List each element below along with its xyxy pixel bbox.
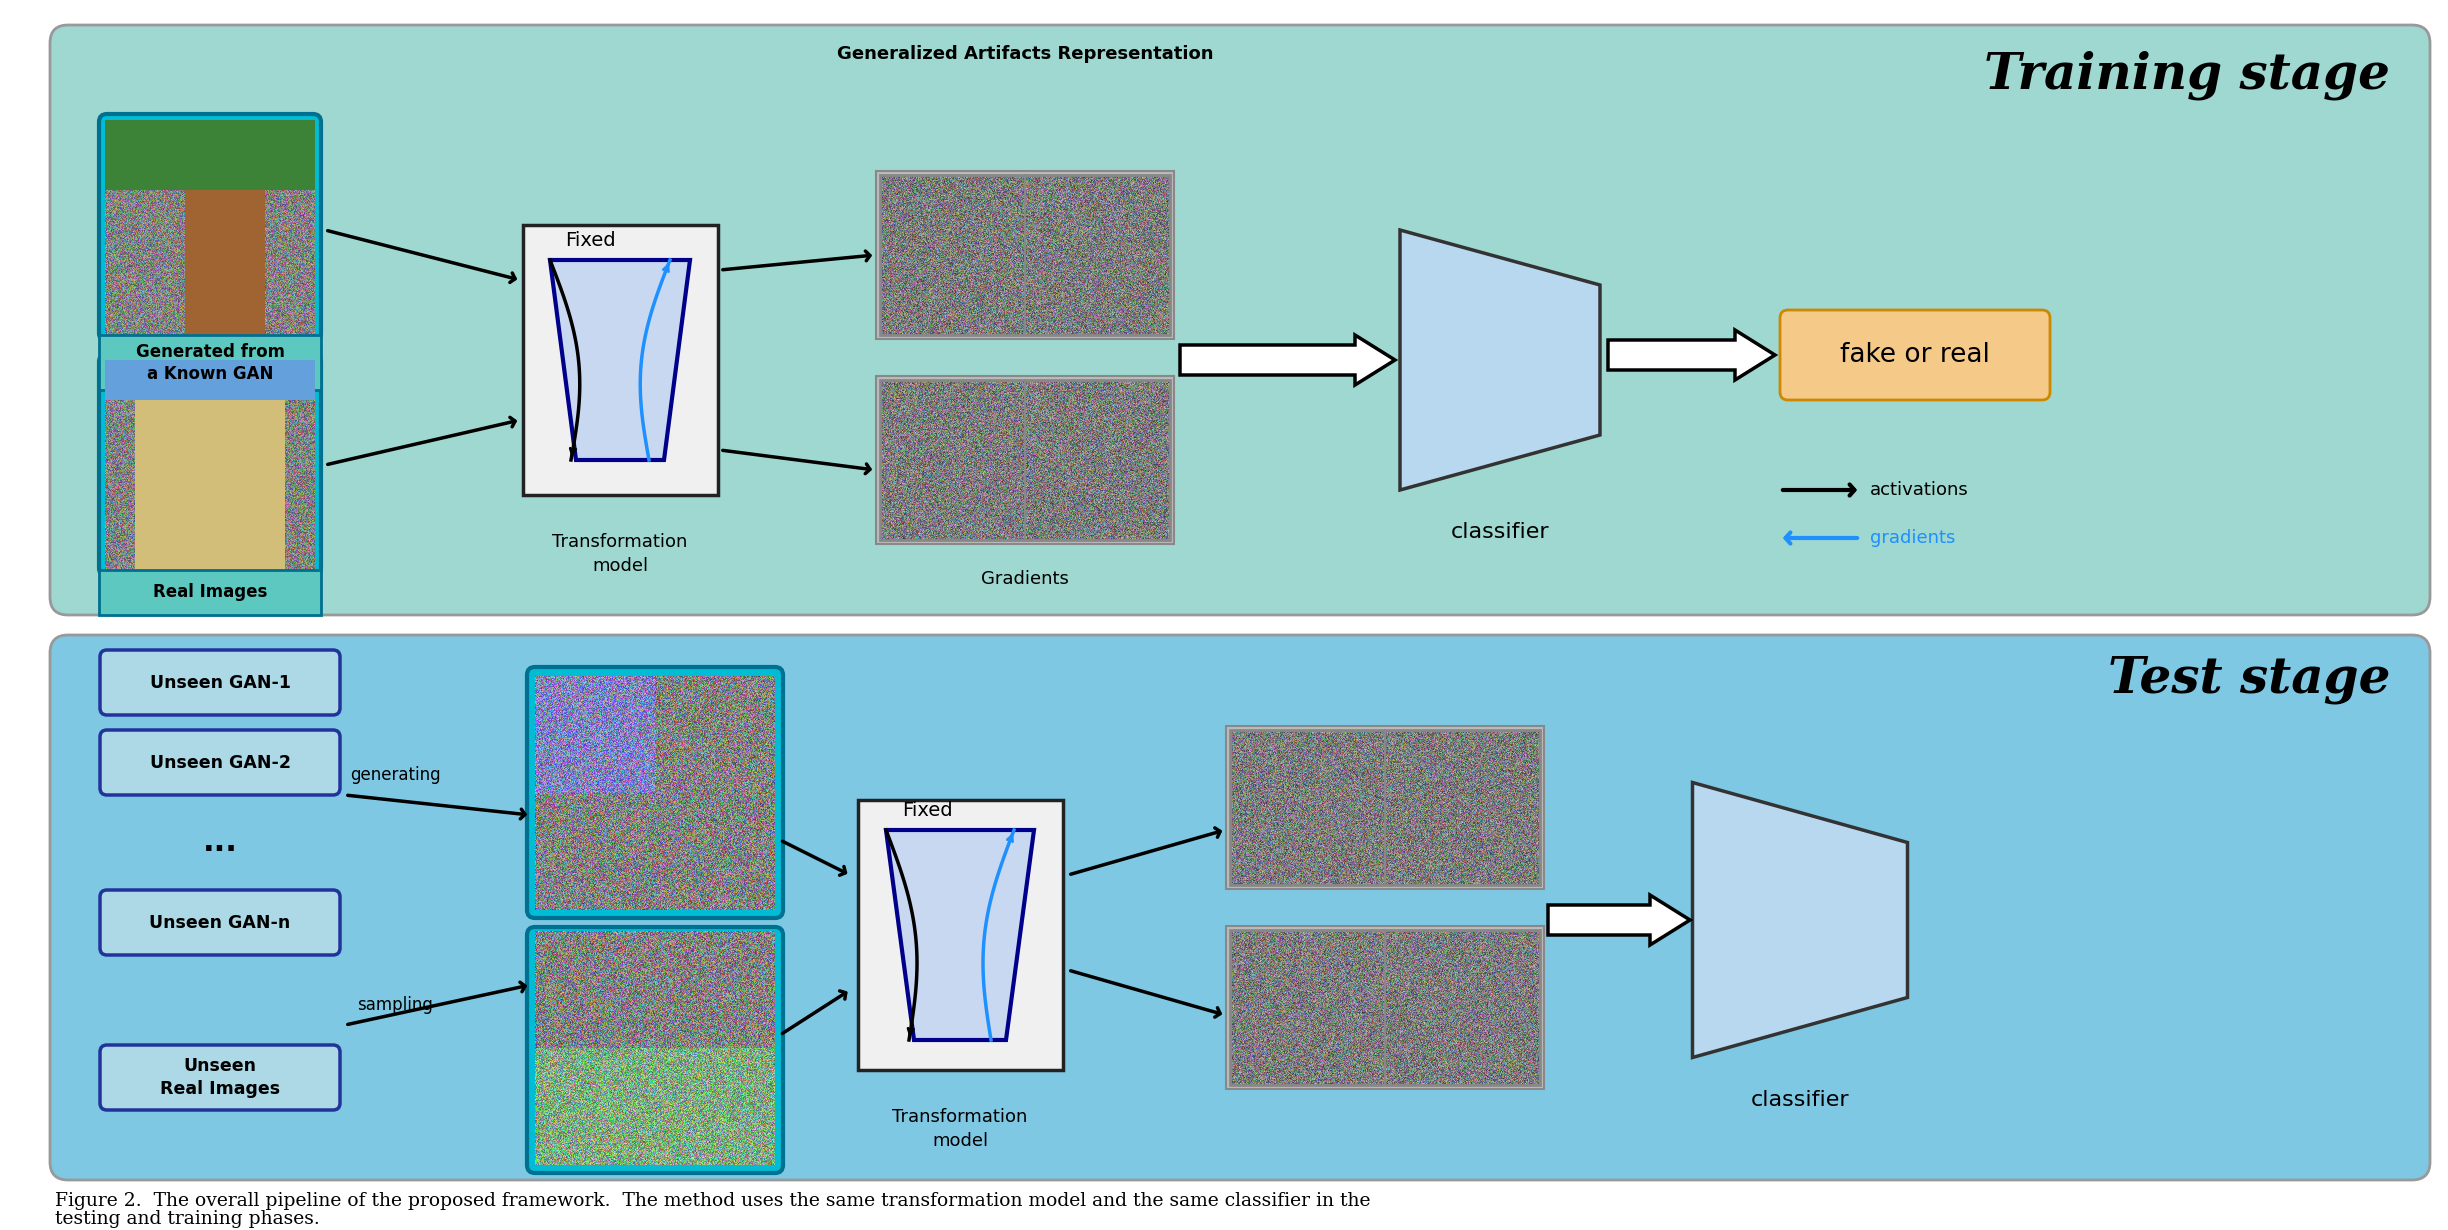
Text: Figure 2.  The overall pipeline of the proposed framework.  The method uses the : Figure 2. The overall pipeline of the pr… bbox=[54, 1192, 1371, 1210]
Polygon shape bbox=[1180, 335, 1395, 385]
Text: Generalized Artifacts Representation: Generalized Artifacts Representation bbox=[837, 46, 1214, 63]
Text: Fixed: Fixed bbox=[565, 231, 614, 250]
FancyBboxPatch shape bbox=[100, 891, 340, 954]
FancyBboxPatch shape bbox=[49, 635, 2431, 1180]
Text: gradients: gradients bbox=[1870, 529, 1956, 547]
Text: Transformation
model: Transformation model bbox=[894, 1108, 1028, 1150]
Text: Test stage: Test stage bbox=[2108, 656, 2389, 704]
Text: activations: activations bbox=[1870, 481, 1968, 499]
Text: Fixed: Fixed bbox=[901, 801, 952, 820]
Bar bbox=[876, 376, 1175, 544]
Text: Unseen
Real Images: Unseen Real Images bbox=[159, 1058, 279, 1097]
FancyBboxPatch shape bbox=[98, 114, 321, 341]
Bar bbox=[879, 175, 1170, 335]
Text: testing and training phases.: testing and training phases. bbox=[54, 1210, 321, 1228]
FancyBboxPatch shape bbox=[49, 25, 2431, 615]
Polygon shape bbox=[1608, 330, 1775, 380]
Text: Unseen GAN-2: Unseen GAN-2 bbox=[149, 754, 291, 771]
Polygon shape bbox=[1547, 895, 1689, 945]
Bar bbox=[1229, 729, 1540, 886]
Text: Transformation
model: Transformation model bbox=[553, 533, 688, 574]
Polygon shape bbox=[551, 260, 690, 460]
Bar bbox=[521, 225, 717, 494]
Bar bbox=[857, 800, 1062, 1070]
Bar bbox=[1229, 930, 1540, 1085]
Text: Real Images: Real Images bbox=[152, 583, 267, 601]
Text: sampling: sampling bbox=[357, 996, 433, 1014]
Polygon shape bbox=[886, 830, 1033, 1041]
Text: Training stage: Training stage bbox=[1983, 50, 2389, 100]
Text: fake or real: fake or real bbox=[1841, 342, 1990, 368]
Text: classifier: classifier bbox=[1452, 522, 1550, 542]
Text: generating: generating bbox=[350, 766, 441, 784]
Bar bbox=[879, 380, 1170, 540]
FancyBboxPatch shape bbox=[1780, 310, 2049, 400]
Bar bbox=[876, 171, 1175, 339]
FancyBboxPatch shape bbox=[526, 667, 783, 918]
FancyBboxPatch shape bbox=[100, 729, 340, 795]
Text: Unseen GAN-n: Unseen GAN-n bbox=[149, 914, 291, 931]
Text: classifier: classifier bbox=[1750, 1090, 1848, 1109]
FancyBboxPatch shape bbox=[98, 354, 321, 576]
Bar bbox=[98, 569, 321, 615]
Text: Unseen GAN-1: Unseen GAN-1 bbox=[149, 674, 291, 691]
FancyBboxPatch shape bbox=[100, 649, 340, 715]
Text: Generated from
a Known GAN: Generated from a Known GAN bbox=[135, 343, 284, 383]
Polygon shape bbox=[1692, 782, 1907, 1058]
Polygon shape bbox=[1400, 230, 1601, 490]
FancyBboxPatch shape bbox=[100, 1046, 340, 1109]
Bar bbox=[1226, 726, 1545, 889]
Text: Gradients: Gradients bbox=[982, 569, 1070, 588]
FancyBboxPatch shape bbox=[526, 927, 783, 1173]
Bar bbox=[98, 335, 321, 390]
Bar bbox=[1226, 926, 1545, 1089]
Text: ...: ... bbox=[203, 828, 237, 857]
